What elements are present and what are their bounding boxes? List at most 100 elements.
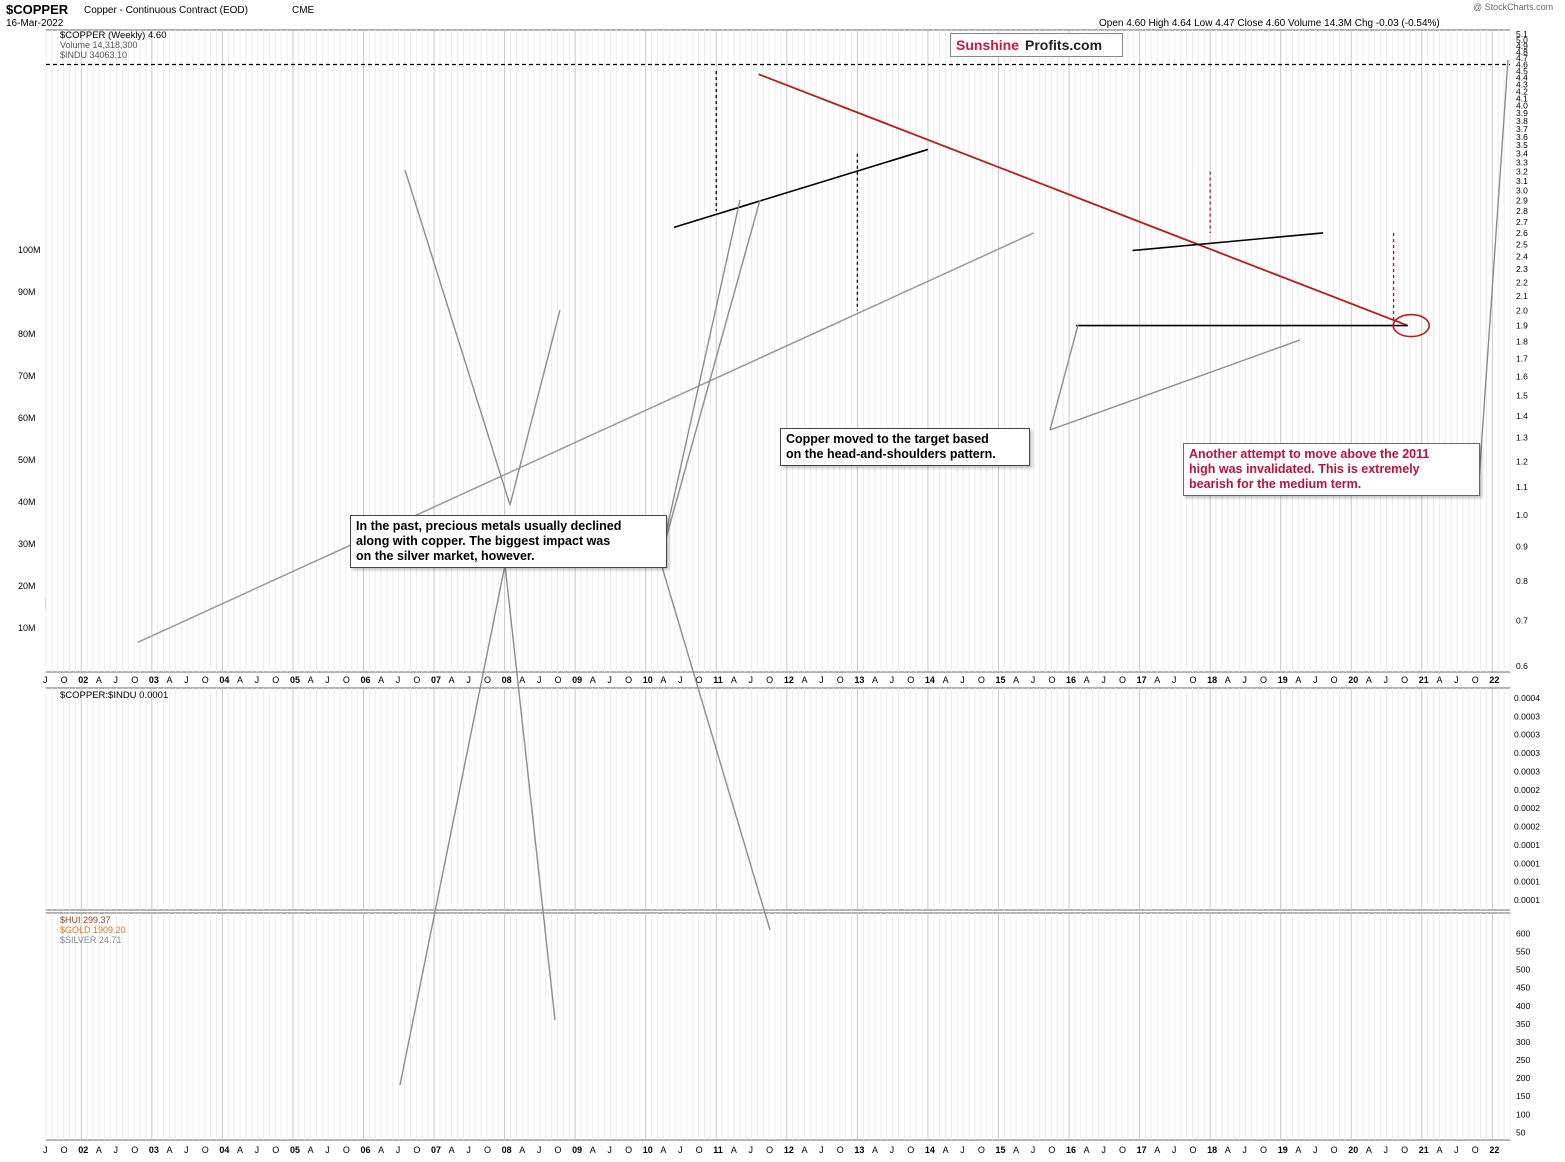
metals-tick-label: 450	[1516, 983, 1530, 993]
x-tick-label-bottom: J	[466, 1145, 471, 1155]
y-tick-label: 0.8	[1516, 576, 1528, 586]
x-tick-label-top: O	[343, 675, 350, 685]
y-tick-label: 1.5	[1516, 390, 1528, 400]
x-tick-label-bottom: J	[184, 1145, 189, 1155]
x-tick-label-top: J	[1101, 675, 1106, 685]
x-tick-label-bottom: 17	[1137, 1145, 1147, 1155]
x-tick-label-top: 11	[713, 675, 723, 685]
x-tick-label-top: A	[731, 675, 737, 685]
y-tick-label: 0.6	[1516, 661, 1528, 671]
x-tick-label-top: A	[1295, 675, 1301, 685]
x-tick-label-top: A	[237, 675, 243, 685]
x-tick-label-top: J	[466, 675, 471, 685]
x-tick-label-top: A	[943, 675, 949, 685]
x-tick-label-top: A	[519, 675, 525, 685]
volume-tick-label: 90M	[18, 287, 36, 297]
y-tick-label: 1.0	[1516, 510, 1528, 520]
y-tick-label: 2.8	[1516, 206, 1528, 216]
x-tick-label-bottom: A	[1366, 1145, 1372, 1155]
x-tick-label-bottom: A	[449, 1145, 455, 1155]
metals-tick-label: 550	[1516, 947, 1530, 957]
ratio-tick-label: 0.0003	[1514, 711, 1540, 721]
sunshine-profits-logo: Sunshine Profits.com	[950, 33, 1123, 57]
x-tick-label-bottom: O	[131, 1145, 138, 1155]
ratio-tick-label: 0.0003	[1514, 730, 1540, 740]
x-tick-label-bottom: A	[1436, 1145, 1442, 1155]
x-tick-label-top: J	[396, 675, 401, 685]
x-tick-label-top: 08	[502, 675, 512, 685]
x-tick-label-bottom: 05	[290, 1145, 300, 1155]
chart-symbol: $COPPER	[6, 2, 69, 17]
x-tick-label-top: 16	[1066, 675, 1076, 685]
x-tick-label-bottom: J	[1172, 1145, 1177, 1155]
volume-tick-label: 50M	[18, 455, 36, 465]
y-tick-label: 2.1	[1516, 291, 1528, 301]
annotation-invalidation: Another attempt to move above the 2011 h…	[1183, 443, 1480, 496]
x-tick-label-bottom: J	[114, 1145, 119, 1155]
x-tick-label-bottom: 11	[713, 1145, 723, 1155]
x-tick-label-bottom: O	[978, 1145, 985, 1155]
x-tick-label-bottom: A	[237, 1145, 243, 1155]
x-tick-label-top: O	[1048, 675, 1055, 685]
x-tick-label-bottom: 04	[219, 1145, 229, 1155]
x-tick-label-bottom: A	[378, 1145, 384, 1155]
x-tick-label-bottom: O	[1401, 1145, 1408, 1155]
x-tick-label-top: J	[749, 675, 754, 685]
x-tick-label-top: O	[1472, 675, 1479, 685]
x-tick-label-top: O	[202, 675, 209, 685]
x-tick-label-top: A	[590, 675, 596, 685]
ohlc-readout: Open 4.60 High 4.64 Low 4.47 Close 4.60 …	[1099, 18, 1440, 29]
x-tick-label-top: O	[413, 675, 420, 685]
x-tick-label-bottom: J	[819, 1145, 824, 1155]
x-tick-label-bottom: J	[1031, 1145, 1036, 1155]
legend-silver: $SILVER 24.71	[60, 935, 121, 945]
ratio-tick-label: 0.0003	[1514, 748, 1540, 758]
x-tick-label-bottom: A	[96, 1145, 102, 1155]
metals-tick-label: 400	[1516, 1001, 1530, 1011]
x-tick-label-top: J	[1313, 675, 1318, 685]
x-tick-label-bottom: J	[325, 1145, 330, 1155]
y-tick-label: 5.0	[1516, 35, 1528, 45]
x-tick-label-top: A	[449, 675, 455, 685]
x-tick-label-bottom: O	[1048, 1145, 1055, 1155]
y-tick-label: 2.9	[1516, 196, 1528, 206]
x-tick-label-bottom: O	[272, 1145, 279, 1155]
metals-tick-label: 200	[1516, 1073, 1530, 1083]
y-tick-label: 2.0	[1516, 305, 1528, 315]
y-tick-label: 3.5	[1516, 140, 1528, 150]
x-tick-label-top: O	[837, 675, 844, 685]
metals-tick-label: 150	[1516, 1091, 1530, 1101]
x-tick-label-top: A	[660, 675, 666, 685]
x-tick-label-bottom: A	[1225, 1145, 1231, 1155]
x-tick-label-bottom: A	[1084, 1145, 1090, 1155]
panel-frame-1	[45, 687, 1511, 911]
x-tick-label-top: 10	[643, 675, 653, 685]
x-tick-label-top: 07	[431, 675, 441, 685]
x-tick-label-top: J	[607, 675, 612, 685]
y-tick-label: 2.6	[1516, 228, 1528, 238]
x-tick-label-top: J	[678, 675, 683, 685]
x-tick-label-bottom: O	[907, 1145, 914, 1155]
x-tick-label-top: J	[1384, 675, 1389, 685]
x-tick-label-bottom: A	[731, 1145, 737, 1155]
panel-frame-2	[45, 912, 1511, 1141]
legend-volume: Volume 14,318,300	[60, 40, 138, 50]
pointer-a4	[399, 564, 506, 1086]
x-tick-label-top: A	[1154, 675, 1160, 685]
pointer-a2	[509, 309, 561, 506]
y-tick-label: 5.1	[1516, 29, 1528, 39]
y-tick-label: 3.7	[1516, 124, 1528, 134]
x-tick-label-top: O	[907, 675, 914, 685]
legend-copper: $COPPER (Weekly) 4.60	[60, 30, 166, 41]
x-tick-label-bottom: J	[537, 1145, 542, 1155]
x-tick-label-bottom: J	[960, 1145, 965, 1155]
x-tick-label-top: J	[114, 675, 119, 685]
x-tick-label-bottom: J	[607, 1145, 612, 1155]
x-tick-label-bottom: A	[166, 1145, 172, 1155]
x-tick-label-top: O	[1331, 675, 1338, 685]
pointer-b1	[1049, 324, 1079, 431]
volume-tick-label: 70M	[18, 371, 36, 381]
y-tick-label: 2.3	[1516, 264, 1528, 274]
y-tick-label: 3.2	[1516, 167, 1528, 177]
